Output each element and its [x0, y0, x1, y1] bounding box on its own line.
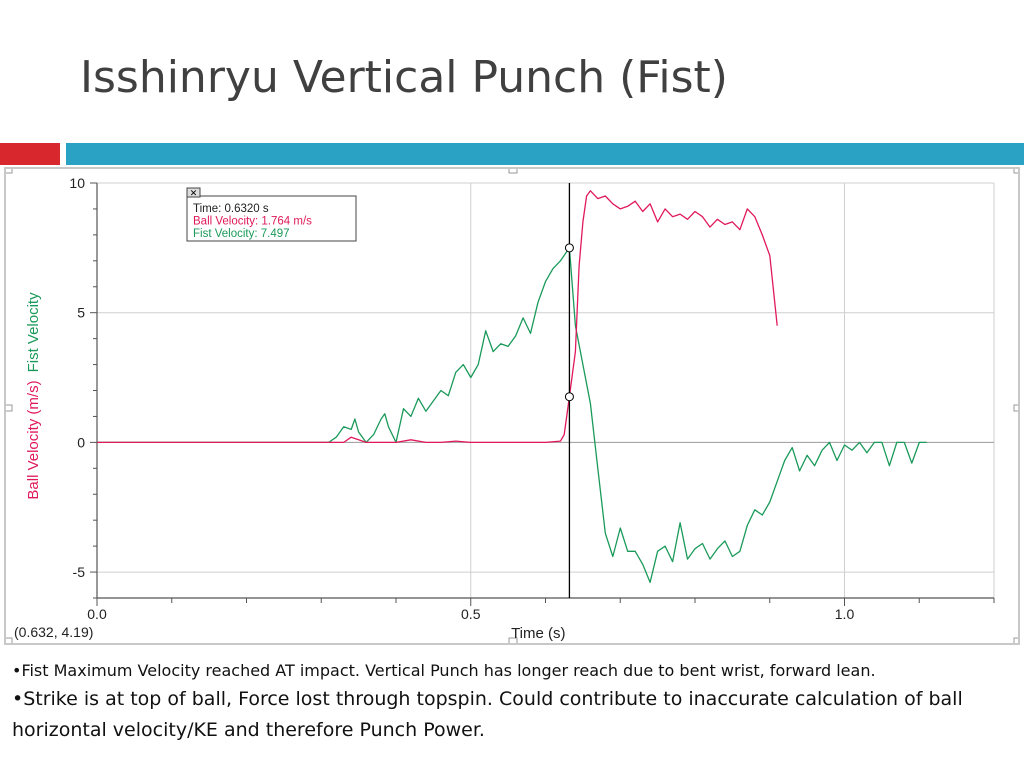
- examine-ball-velocity: Ball Velocity: 1.764 m/s: [193, 216, 312, 228]
- chart-frame: ✕ Time: 0.6320 s Ball Velocity: 1.764 m/s F…: [4, 167, 1020, 645]
- frame-handles: [6, 169, 1018, 643]
- ball-velocity-line: [97, 190, 778, 444]
- coordinate-readout: (0.632, 4.19): [14, 624, 93, 640]
- ball-cursor-marker: [564, 392, 574, 402]
- slide-title: Isshinryu Vertical Punch (Fist): [80, 52, 728, 103]
- y-tick-label: 10: [69, 175, 85, 191]
- y-tick-label: 5: [77, 305, 85, 321]
- chart-ticks: [90, 182, 995, 606]
- chart-axes: [96, 183, 994, 599]
- axis-labels: 10 5 0 -5 0.0 0.5 1.0 Time (s) Ball Velocity (m/…: [14, 175, 854, 642]
- x-tick-label: 1.0: [835, 606, 855, 622]
- y-axis-label-ball: Ball Velocity (m/s): [25, 380, 42, 499]
- resize-handle: [1013, 404, 1018, 412]
- fist-velocity-line: [97, 247, 927, 584]
- chart-grid: [97, 182, 995, 598]
- y-axis-label: Ball Velocity (m/s) Fist Velocity: [25, 292, 42, 500]
- y-axis-label-fist: Fist Velocity: [25, 292, 42, 373]
- examine-time: Time: 0.6320 s: [193, 203, 269, 215]
- bullet-item: •Strike is at top of ball, Force lost th…: [12, 688, 963, 741]
- resize-handle: [508, 637, 518, 643]
- close-icon: ✕: [190, 189, 198, 199]
- resize-handle: [6, 169, 13, 174]
- y-tick-label: -5: [73, 564, 86, 580]
- resize-handle: [1013, 637, 1018, 643]
- examine-close-button: [186, 187, 201, 198]
- y-tick-label: 0: [77, 434, 85, 450]
- accent-bar-red: [0, 143, 60, 165]
- x-tick-label: 0.5: [461, 606, 481, 622]
- resize-handle: [6, 637, 13, 643]
- x-tick-label: 0.0: [87, 606, 107, 622]
- x-axis-label: Time (s): [511, 625, 565, 642]
- series-layer: [97, 190, 927, 584]
- examine-box-frame: [186, 195, 357, 242]
- fist-cursor-marker: [564, 243, 574, 253]
- resize-handle: [1013, 169, 1018, 174]
- accent-bar-blue: [66, 143, 1024, 165]
- bullet-list: •Fist Maximum Velocity reached AT impact…: [12, 658, 1012, 746]
- resize-handle: [6, 404, 13, 412]
- examine-fist-velocity: Fist Velocity: 7.497: [193, 228, 290, 240]
- cursor-layer: [564, 183, 574, 598]
- bullet-item: •Fist Maximum Velocity reached AT impact…: [12, 661, 876, 680]
- resize-handle: [508, 169, 518, 174]
